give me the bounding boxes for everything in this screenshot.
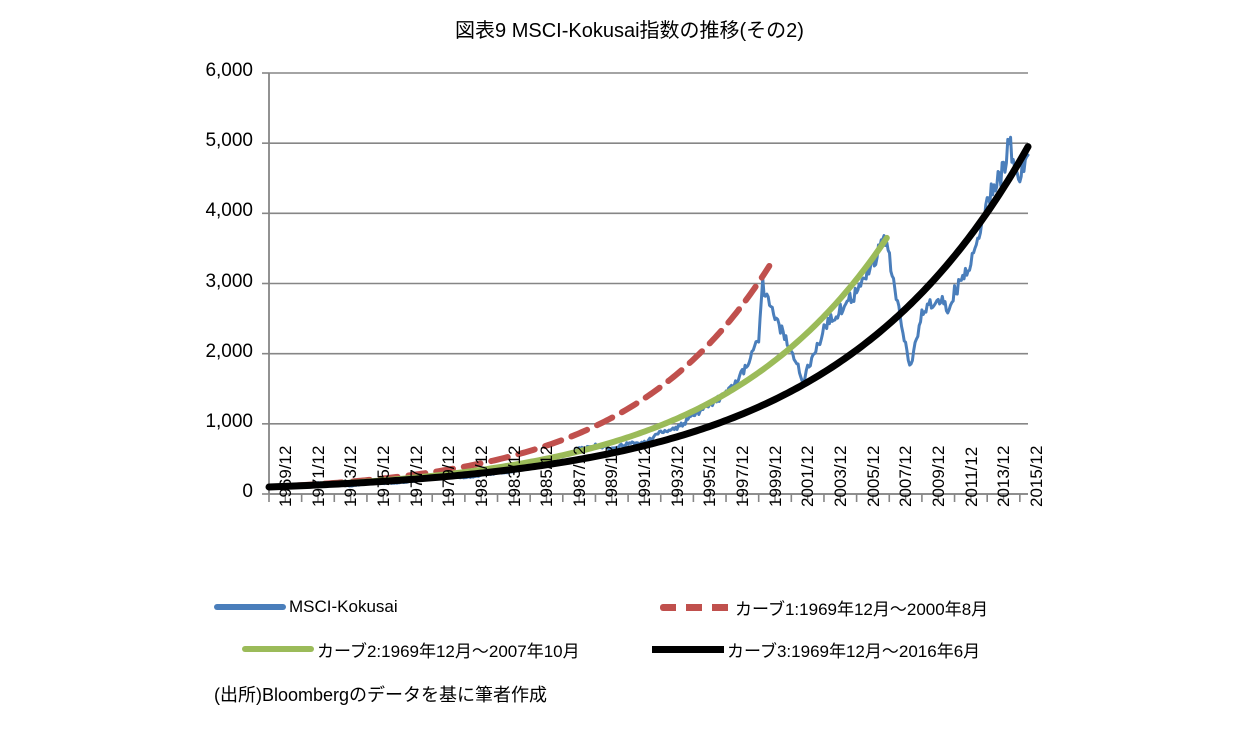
x-tick-label: 2003/12: [830, 445, 850, 507]
legend-swatch-icon: [214, 604, 286, 610]
y-tick-label: 5,000: [205, 130, 253, 152]
x-tick-label: 2007/12: [896, 445, 916, 507]
x-tick-label: 1983/12: [504, 445, 524, 507]
x-tick-label: 1981/12: [471, 445, 491, 507]
legend-item-1[interactable]: MSCI-Kokusai: [214, 594, 398, 620]
x-tick-label: 1971/12: [308, 445, 328, 507]
x-tick-label: 2001/12: [798, 445, 818, 507]
x-tick-label: 2015/12: [1026, 445, 1046, 507]
x-tick-label: 1969/12: [276, 445, 295, 507]
x-tick-label: 2005/12: [863, 445, 883, 507]
source-note: (出所)Bloombergのデータを基に筆者作成: [214, 685, 548, 705]
y-tick-label: 6,000: [205, 60, 253, 81]
x-tick-label: 1975/12: [373, 445, 393, 507]
x-tick-label: 1987/12: [569, 445, 589, 507]
x-tick-label: 1979/12: [439, 445, 459, 507]
x-tick-label: 1977/12: [406, 445, 426, 507]
legend-label: カーブ3:1969年12月～2016年6月: [727, 641, 981, 661]
y-tick-label: 4,000: [205, 200, 253, 222]
chart-legend: MSCI-Kokusai カーブ1:1969年12月～2000年8月カーブ2:19…: [214, 588, 1044, 666]
x-tick-label: 2011/12: [961, 446, 981, 507]
x-tick-label: 2009/12: [928, 445, 948, 507]
y-tick-label: 2,000: [205, 340, 253, 362]
legend-swatch-icon: [660, 603, 732, 611]
data-series-layer: [265, 135, 1032, 491]
x-tick-label: 1989/12: [602, 445, 622, 507]
legend-label: MSCI-Kokusai: [289, 597, 398, 616]
y-tick-label: 3,000: [205, 270, 253, 292]
legend-label: カーブ2:1969年12月～2007年10月: [317, 641, 580, 661]
x-tick-label: 1997/12: [733, 445, 753, 507]
chart-title: 図表9 MSCI-Kokusai指数の推移(その2): [455, 20, 804, 42]
series-msci-kokusai: [267, 135, 1030, 489]
x-axis-ticks: [268, 494, 1021, 502]
legend-swatch-icon: [652, 645, 724, 653]
x-tick-label: 1973/12: [341, 445, 361, 507]
legend-item-2[interactable]: カーブ1:1969年12月～2000年8月: [660, 594, 988, 620]
axis-lines: [268, 73, 1028, 495]
legend-item-3[interactable]: カーブ2:1969年12月～2007年10月: [242, 636, 580, 662]
y-tick-label: 0: [242, 481, 253, 502]
x-tick-label: 1991/12: [635, 445, 655, 507]
x-tick-label: 1999/12: [765, 445, 785, 507]
legend-label: カーブ1:1969年12月～2000年8月: [735, 599, 989, 619]
x-tick-label: 2013/12: [994, 445, 1014, 507]
x-tick-label: 1993/12: [667, 445, 687, 507]
x-tick-label: 1995/12: [700, 445, 720, 507]
series-curve-3: [265, 143, 1032, 491]
legend-swatch-icon: [242, 646, 314, 652]
y-tick-label: 1,000: [205, 410, 253, 432]
legend-item-4[interactable]: カーブ3:1969年12月～2016年6月: [652, 636, 980, 662]
x-tick-label: 1985/12: [537, 445, 557, 507]
